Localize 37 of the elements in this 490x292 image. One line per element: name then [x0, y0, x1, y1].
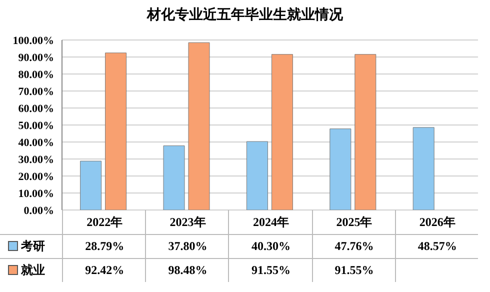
y-tick-label: 40.00%: [18, 136, 54, 149]
legend-label: 考研: [21, 238, 45, 254]
data-label: 28.79%: [62, 234, 146, 258]
y-tick-label: 20.00%: [18, 170, 54, 183]
y-tick-label: 10.00%: [18, 188, 54, 200]
data-label: 91.55%: [228, 258, 313, 282]
bar: [271, 54, 293, 210]
chart-title: 材化专业近五年毕业生就业情况: [146, 6, 344, 24]
x-tick-label: 2022年: [62, 210, 146, 234]
data-label: 92.42%: [62, 258, 146, 282]
y-tick-label: 70.00%: [18, 86, 54, 98]
bar: [105, 52, 127, 210]
bar: [246, 141, 268, 210]
y-tick-label: 80.00%: [18, 68, 54, 81]
data-label: 91.55%: [312, 258, 396, 282]
data-label: 48.57%: [394, 234, 479, 258]
bar: [354, 54, 376, 210]
bar: [188, 42, 210, 210]
y-tick-label: 90.00%: [18, 52, 54, 64]
bar: [412, 127, 434, 210]
data-label: 40.30%: [228, 234, 313, 258]
bar: [80, 160, 102, 210]
bar: [163, 145, 185, 210]
x-tick-label: 2024年: [228, 210, 313, 234]
y-tick-label: 100.00%: [12, 34, 54, 47]
y-tick-label: 50.00%: [18, 120, 54, 132]
y-tick-label: 30.00%: [18, 154, 54, 166]
data-label: 37.80%: [145, 234, 230, 258]
y-tick-label: 60.00%: [18, 102, 54, 115]
data-label: 98.48%: [145, 258, 230, 282]
x-tick-label: 2023年: [145, 210, 230, 234]
x-tick-label: 2026年: [394, 210, 479, 234]
data-label: 47.76%: [312, 234, 396, 258]
y-tick-label: 0.00%: [24, 204, 54, 217]
legend-label: 就业: [21, 262, 45, 278]
x-tick-label: 2025年: [312, 210, 396, 234]
bar: [330, 128, 352, 210]
